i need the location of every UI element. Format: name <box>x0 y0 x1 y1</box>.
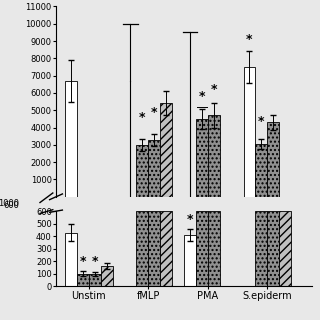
Bar <box>65 81 77 197</box>
Text: *: * <box>80 255 86 268</box>
Bar <box>148 140 160 197</box>
Bar <box>208 116 220 197</box>
Bar <box>101 266 113 286</box>
Bar <box>136 211 148 286</box>
Text: *: * <box>92 255 98 268</box>
Bar <box>160 103 172 197</box>
Bar <box>136 145 148 197</box>
Bar <box>196 211 208 286</box>
Bar <box>255 144 267 197</box>
Bar <box>65 233 77 286</box>
Bar <box>196 119 208 197</box>
Bar <box>208 211 220 286</box>
Text: *: * <box>187 213 193 226</box>
Bar <box>148 211 160 286</box>
Bar <box>89 274 101 286</box>
Text: 1000: 1000 <box>0 199 19 208</box>
Text: *: * <box>139 111 146 124</box>
Bar <box>279 211 291 286</box>
Bar <box>267 211 279 286</box>
Bar <box>244 67 255 197</box>
Text: *: * <box>199 90 205 103</box>
Text: *: * <box>258 115 265 128</box>
Text: *: * <box>246 33 253 46</box>
Bar <box>267 122 279 197</box>
Bar <box>160 211 172 286</box>
Text: *: * <box>151 106 157 119</box>
Bar <box>77 274 89 286</box>
Bar <box>255 211 267 286</box>
Text: *: * <box>211 84 217 96</box>
Text: 600: 600 <box>3 202 19 211</box>
Bar <box>184 235 196 286</box>
